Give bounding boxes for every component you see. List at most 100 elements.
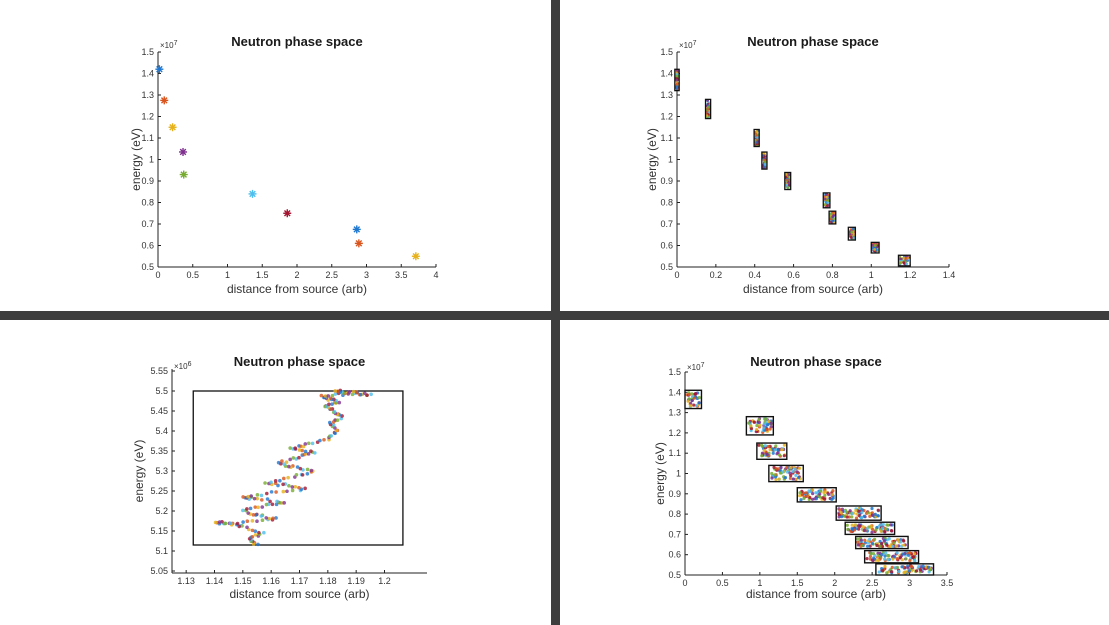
- x-tick-label: 0: [674, 270, 679, 280]
- y-axis-label: energy (eV): [653, 442, 667, 505]
- x-tick-label: 0.4: [748, 270, 761, 280]
- y-tick-label: 0.9: [668, 489, 681, 499]
- particle-cluster: [685, 391, 701, 409]
- chart-title: Neutron phase space: [234, 354, 366, 369]
- cluster-box: [674, 68, 680, 92]
- y-tick-label: 1.2: [668, 428, 681, 438]
- x-tick-label: 0.8: [826, 270, 839, 280]
- y-tick-label: 0.5: [141, 262, 154, 272]
- y-tick-label: 5.4: [155, 426, 168, 436]
- x-axis-label: distance from source (arb): [227, 282, 367, 296]
- y-axis-label: energy (eV): [132, 440, 146, 503]
- particle-cluster: [847, 227, 856, 241]
- y-tick-label: 1.3: [141, 90, 154, 100]
- y-tick-label: 1.2: [141, 112, 154, 122]
- particle-cluster: [757, 443, 787, 458]
- particle-cluster: [747, 417, 773, 434]
- cluster-box: [854, 535, 909, 550]
- particle-trail: [213, 388, 373, 547]
- particle-cluster: [784, 172, 792, 190]
- x-tick-label: 1.17: [291, 576, 309, 586]
- x-axis-label: distance from source (arb): [746, 587, 886, 601]
- data-point: [155, 65, 164, 74]
- data-point: [160, 96, 169, 105]
- y-tick-label: 5.3: [155, 466, 168, 476]
- cluster-box: [863, 549, 920, 564]
- cluster-box: [704, 98, 712, 120]
- y-tick-label: 0.8: [660, 198, 673, 208]
- cluster-box: [870, 241, 880, 254]
- cluster-box: [835, 505, 882, 521]
- y-tick-label: 0.7: [141, 219, 154, 229]
- x-tick-label: 1.2: [378, 576, 391, 586]
- x-tick-label: 1.4: [943, 270, 956, 280]
- data-point: [179, 147, 188, 156]
- particle-cluster: [761, 151, 768, 170]
- horizontal-divider: [0, 311, 1109, 320]
- x-tick-label: 2.5: [866, 578, 879, 588]
- y-tick-label: 5.05: [150, 566, 168, 576]
- y-multiplier: ×107: [679, 40, 697, 50]
- particle-cluster: [798, 488, 835, 502]
- x-tick-label: 1: [225, 270, 230, 280]
- data-point: [283, 209, 292, 218]
- cluster-box: [756, 442, 788, 460]
- x-tick-label: 1.5: [256, 270, 269, 280]
- y-multiplier: ×107: [687, 362, 705, 372]
- x-tick-label: 1.2: [904, 270, 917, 280]
- x-tick-label: 1.15: [234, 576, 252, 586]
- y-tick-label: 0.7: [668, 529, 681, 539]
- y-tick-label: 0.8: [141, 198, 154, 208]
- x-tick-label: 4: [433, 270, 438, 280]
- data-point: [179, 170, 188, 179]
- x-tick-label: 0.2: [710, 270, 723, 280]
- x-tick-label: 0: [155, 270, 160, 280]
- cluster-box: [897, 254, 911, 267]
- y-tick-label: 1.5: [660, 47, 673, 57]
- x-tick-label: 0: [682, 578, 687, 588]
- y-tick-label: 5.2: [155, 506, 168, 516]
- x-tick-label: 1: [869, 270, 874, 280]
- particle-cluster: [865, 551, 918, 563]
- particle-cluster: [837, 506, 881, 520]
- y-tick-label: 0.8: [668, 509, 681, 519]
- x-tick-label: 3: [364, 270, 369, 280]
- x-axis-label: distance from source (arb): [229, 587, 369, 601]
- cluster-box: [784, 171, 792, 191]
- y-tick-label: 5.1: [155, 546, 168, 556]
- y-tick-label: 1: [676, 469, 681, 479]
- x-tick-label: 3: [907, 578, 912, 588]
- y-tick-label: 5.15: [150, 526, 168, 536]
- y-tick-label: 0.6: [141, 241, 154, 251]
- x-tick-label: 1.13: [177, 576, 195, 586]
- y-tick-label: 5.35: [150, 446, 168, 456]
- x-tick-label: 3.5: [395, 270, 408, 280]
- x-axis-label: distance from source (arb): [743, 282, 883, 296]
- y-tick-label: 1.4: [668, 387, 681, 397]
- y-tick-label: 0.6: [668, 550, 681, 560]
- y-tick-label: 0.5: [660, 262, 673, 272]
- y-tick-label: 1.5: [141, 47, 154, 57]
- chart-title: Neutron phase space: [747, 34, 879, 49]
- x-tick-label: 1.5: [791, 578, 804, 588]
- cluster-box: [684, 389, 703, 410]
- y-tick-label: 1.3: [668, 408, 681, 418]
- cluster-box: [828, 210, 837, 225]
- y-tick-label: 1.1: [660, 133, 673, 143]
- cluster-box: [844, 521, 896, 536]
- y-tick-label: 5.55: [150, 366, 168, 376]
- cluster-box: [768, 464, 804, 483]
- y-tick-label: 0.9: [141, 176, 154, 186]
- x-tick-label: 1.16: [262, 576, 280, 586]
- particle-cluster: [845, 522, 894, 534]
- x-tick-label: 2: [294, 270, 299, 280]
- y-multiplier: ×107: [160, 40, 178, 50]
- x-tick-label: 0.6: [787, 270, 800, 280]
- particle-cluster: [877, 564, 933, 575]
- data-point: [248, 189, 257, 198]
- particle-cluster: [674, 68, 680, 91]
- particle-cluster: [856, 536, 907, 549]
